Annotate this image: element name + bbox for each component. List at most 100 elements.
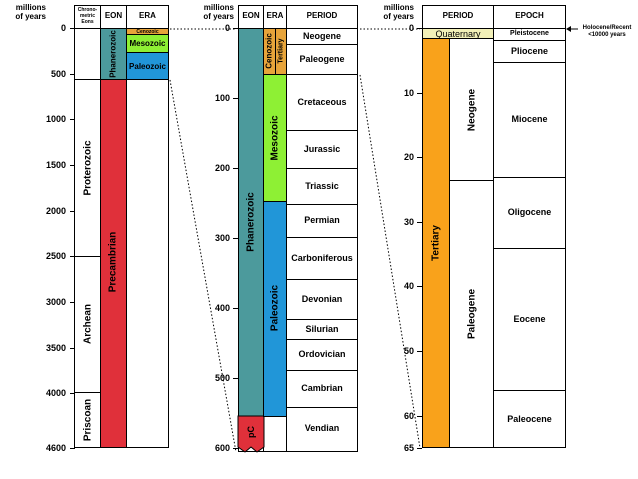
panel2-period-divider (286, 407, 358, 409)
panel1-tick-label: 4000 (45, 388, 66, 399)
panel2-period-divider (286, 319, 358, 321)
panel3-tick (417, 448, 422, 449)
panel2-tick (233, 308, 238, 309)
panel2-units-label: millions of years (190, 3, 234, 21)
panel2-header-eon: EON (242, 11, 260, 20)
panel2-tick-label: 100 (214, 93, 230, 103)
units-line-2: of years (383, 12, 414, 21)
units-line-1: millions (383, 3, 414, 12)
panel1-header-chronometric: Chrono-metric Eons (77, 7, 98, 25)
panel3-header-period: PERIOD (442, 11, 474, 20)
panel1-tick (70, 256, 75, 258)
panel3-header-divider (422, 28, 566, 29)
panel2-period-label: Triassic (305, 180, 339, 191)
panel2-tick-label: 500 (214, 373, 230, 383)
panel2-period-divider (286, 369, 358, 371)
panel2-period-column (286, 5, 358, 452)
panel2-header-era: ERA (266, 11, 284, 20)
panel3-tick (417, 157, 422, 159)
panel3-header-epoch: EPOCH (515, 11, 544, 20)
panel1-tick-label: 2000 (45, 205, 66, 216)
panel3-tick-label: 30 (403, 216, 414, 227)
panel1-mesozoic-label: Mesozoic (129, 39, 166, 48)
panel3-units-label: millions of years (370, 3, 414, 21)
panel2-tick (233, 378, 238, 379)
panel3-epoch-label: Miocene (511, 114, 548, 125)
panel2-period-divider (286, 129, 358, 131)
panel3-tick (417, 286, 422, 288)
panel3-epoch-label: Oligocene (507, 207, 552, 218)
panel1-precambrian-bar (100, 79, 127, 448)
panel1-phanerozoic-bar (100, 28, 127, 80)
panel2-tick-label: 200 (214, 163, 230, 173)
panel2-tick (233, 98, 238, 99)
panel3-tick-label: 40 (403, 281, 414, 292)
panel3-tick-label: 20 (403, 152, 414, 163)
panel2-period-label: Permian (304, 215, 340, 226)
panel3-quaternary-bar (422, 28, 494, 39)
panel1-tick-label: 1000 (45, 114, 66, 125)
panel1-tick (70, 393, 75, 395)
holocene-note-line-2: <10000 years (588, 32, 626, 38)
panel2-period-label: Paleogene (299, 53, 345, 64)
panel2-header-divider (238, 28, 358, 29)
units-line-2: of years (15, 12, 46, 21)
panel2-period-label: Cretaceous (297, 96, 347, 107)
panel3-epoch-divider (493, 247, 566, 249)
panel2-mesozoic-bar (263, 74, 287, 202)
panel3-tick-label: 65 (403, 443, 414, 453)
panel1-tick-label: 3500 (45, 342, 66, 353)
panel1-units-label: millions of years (2, 3, 46, 21)
panel2-period-divider (286, 237, 358, 239)
panel2-tick-label: 0 (224, 23, 230, 33)
panel2-period-divider (286, 73, 358, 75)
panel2-period-label: Jurassic (303, 143, 341, 154)
panel2-period-label: Devonian (301, 294, 343, 305)
panel2-tick-label: 300 (214, 233, 230, 243)
panel2-tick (233, 448, 238, 449)
panel3-subperiod-divider (450, 180, 494, 181)
panel1-paleozoic-bar (126, 52, 169, 80)
panel3-tick-label: 0 (408, 23, 414, 33)
panel1-tick (70, 448, 75, 449)
panel3-tick-label: 10 (403, 87, 414, 98)
panel3-tick-label: 60 (403, 410, 414, 421)
panel1-tick (70, 119, 75, 121)
panel2-period-divider (286, 203, 358, 205)
panel2-tick-label: 400 (214, 303, 230, 313)
panel1-tick (70, 210, 75, 212)
panel2-period-label: Neogene (302, 31, 341, 42)
panel3-tick (417, 351, 422, 353)
panel1-divider-392 (74, 392, 101, 393)
panel3-epoch-label: Pleistocene (510, 30, 549, 38)
panel3-epoch-divider (493, 389, 566, 391)
panel2-tick (233, 238, 238, 239)
panel1-divider-80 (74, 79, 101, 80)
panel1-paleozoic-label: Paleozoic (129, 61, 166, 71)
panel1-cenozoic-label: Cenozoic (136, 28, 159, 35)
panel2-period-label: Silurian (305, 323, 339, 334)
panel1-tick (70, 28, 75, 29)
panel2-period-divider (286, 44, 358, 46)
panel3-epoch-divider (493, 39, 566, 41)
panel2-period-label: Vendian (304, 422, 340, 433)
panel2-paleozoic-bar (263, 201, 287, 417)
panel1-tick-label: 2500 (45, 251, 66, 262)
panel1-header-era: ERA (139, 11, 156, 20)
panel1-tick-label: 4600 (45, 443, 66, 453)
panel1-tick-label: 1500 (45, 159, 66, 170)
panel1-tick (70, 164, 75, 166)
units-line-1: millions (15, 3, 46, 12)
panel2-header-period: PERIOD (306, 11, 338, 20)
panel3-tick (417, 92, 422, 94)
panel3-epoch-divider (493, 62, 566, 64)
panel1-tick (70, 73, 75, 75)
panel2-tick (233, 168, 238, 169)
panel3-epoch-label: Pliocene (510, 45, 548, 56)
panel1-tick-label: 0 (60, 23, 66, 33)
panel3-epoch-column (493, 5, 566, 448)
panel2-period-label: Carboniferous (291, 253, 353, 264)
